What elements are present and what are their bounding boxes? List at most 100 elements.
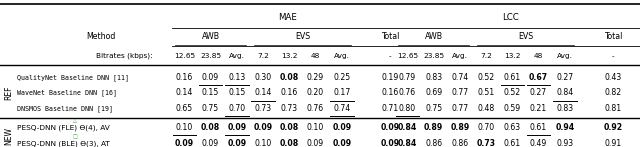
Text: 0.16: 0.16 xyxy=(381,88,399,97)
Text: 0.91: 0.91 xyxy=(605,139,622,147)
Text: 0.61: 0.61 xyxy=(530,123,547,132)
Text: 0.20: 0.20 xyxy=(307,88,324,97)
Text: 0.14: 0.14 xyxy=(254,88,272,97)
Text: 0.08: 0.08 xyxy=(280,123,299,132)
Text: 0.74: 0.74 xyxy=(451,73,468,82)
Text: 0.27: 0.27 xyxy=(530,88,547,97)
Text: 0.82: 0.82 xyxy=(605,88,622,97)
Text: 0.65: 0.65 xyxy=(176,104,193,113)
Text: NEW: NEW xyxy=(4,127,13,145)
Text: 0.84: 0.84 xyxy=(397,123,417,132)
Text: 0.94: 0.94 xyxy=(555,123,575,132)
Text: 0.63: 0.63 xyxy=(504,123,521,132)
Text: 0.16: 0.16 xyxy=(281,88,298,97)
Text: QualityNet Baseline DNN [11]: QualityNet Baseline DNN [11] xyxy=(17,74,129,81)
Text: 0.76: 0.76 xyxy=(307,104,324,113)
Text: 13.2: 13.2 xyxy=(504,53,520,59)
Text: 0.19: 0.19 xyxy=(381,73,399,82)
Text: 0.84: 0.84 xyxy=(556,88,573,97)
Text: 0.93: 0.93 xyxy=(556,139,573,147)
Text: 0.09: 0.09 xyxy=(381,123,400,132)
Text: 0.21: 0.21 xyxy=(530,104,547,113)
Text: Bitrates (kbps):: Bitrates (kbps): xyxy=(96,52,152,59)
Text: 12.65: 12.65 xyxy=(397,53,418,59)
Text: Avg.: Avg. xyxy=(452,53,468,59)
Text: 0.86: 0.86 xyxy=(425,139,442,147)
Text: 0.73: 0.73 xyxy=(477,139,495,147)
Text: 0.61: 0.61 xyxy=(504,73,521,82)
Text: 0.52: 0.52 xyxy=(477,73,495,82)
Text: □: □ xyxy=(73,134,77,139)
Text: 0.70: 0.70 xyxy=(477,123,495,132)
Text: 0.77: 0.77 xyxy=(451,104,468,113)
Text: 0.70: 0.70 xyxy=(228,104,245,113)
Text: △: △ xyxy=(73,119,77,124)
Text: 7.2: 7.2 xyxy=(257,53,269,59)
Text: REF: REF xyxy=(4,86,13,100)
Text: MAE: MAE xyxy=(278,13,297,22)
Text: 0.13: 0.13 xyxy=(228,73,245,82)
Text: 0.49: 0.49 xyxy=(530,139,547,147)
Text: 0.80: 0.80 xyxy=(399,104,416,113)
Text: 0.74: 0.74 xyxy=(333,104,350,113)
Text: 0.30: 0.30 xyxy=(255,73,271,82)
Text: AWB: AWB xyxy=(424,32,443,41)
Text: 0.14: 0.14 xyxy=(175,88,193,97)
Text: 0.61: 0.61 xyxy=(504,139,521,147)
Text: WaveNet Baseline DNN [16]: WaveNet Baseline DNN [16] xyxy=(17,90,116,96)
Text: 0.86: 0.86 xyxy=(451,139,468,147)
Text: DNSMOS Baseline DNN [19]: DNSMOS Baseline DNN [19] xyxy=(17,105,113,112)
Text: 0.08: 0.08 xyxy=(280,73,299,82)
Text: 0.81: 0.81 xyxy=(605,104,622,113)
Text: Avg.: Avg. xyxy=(557,53,573,59)
Text: 0.48: 0.48 xyxy=(477,104,495,113)
Text: EVS: EVS xyxy=(518,32,533,41)
Text: 0.08: 0.08 xyxy=(201,123,220,132)
Text: PESQ-DNN (BLE) ϴ(3), AT: PESQ-DNN (BLE) ϴ(3), AT xyxy=(17,140,109,147)
Text: 0.09: 0.09 xyxy=(332,123,351,132)
Text: Method: Method xyxy=(86,32,115,41)
Text: 0.10: 0.10 xyxy=(307,123,324,132)
Text: LCC: LCC xyxy=(502,13,519,22)
Text: 0.59: 0.59 xyxy=(504,104,521,113)
Text: 7.2: 7.2 xyxy=(480,53,492,59)
Text: 0.76: 0.76 xyxy=(399,88,416,97)
Text: 0.10: 0.10 xyxy=(255,139,271,147)
Text: EVS: EVS xyxy=(295,32,310,41)
Text: -: - xyxy=(389,53,392,59)
Text: 0.27: 0.27 xyxy=(556,73,573,82)
Text: 12.65: 12.65 xyxy=(173,53,195,59)
Text: 23.85: 23.85 xyxy=(423,53,444,59)
Text: 0.51: 0.51 xyxy=(477,88,495,97)
Text: 0.15: 0.15 xyxy=(228,88,245,97)
Text: AWB: AWB xyxy=(202,32,220,41)
Text: 0.09: 0.09 xyxy=(202,139,219,147)
Text: 13.2: 13.2 xyxy=(281,53,298,59)
Text: Avg.: Avg. xyxy=(334,53,349,59)
Text: 0.75: 0.75 xyxy=(425,104,442,113)
Text: 0.17: 0.17 xyxy=(333,88,350,97)
Text: 0.89: 0.89 xyxy=(450,123,470,132)
Text: 0.89: 0.89 xyxy=(424,123,444,132)
Text: 0.10: 0.10 xyxy=(176,123,193,132)
Text: 0.09: 0.09 xyxy=(175,139,194,147)
Text: 0.16: 0.16 xyxy=(176,73,193,82)
Text: 23.85: 23.85 xyxy=(200,53,221,59)
Text: 0.69: 0.69 xyxy=(425,88,442,97)
Text: 0.09: 0.09 xyxy=(227,139,246,147)
Text: 0.09: 0.09 xyxy=(253,123,273,132)
Text: 0.75: 0.75 xyxy=(202,104,219,113)
Text: 0.08: 0.08 xyxy=(280,139,299,147)
Text: 0.09: 0.09 xyxy=(332,139,351,147)
Text: 0.09: 0.09 xyxy=(381,139,400,147)
Text: 0.15: 0.15 xyxy=(202,88,219,97)
Text: 48: 48 xyxy=(534,53,543,59)
Text: 0.73: 0.73 xyxy=(255,104,271,113)
Text: 0.83: 0.83 xyxy=(425,73,442,82)
Text: 0.09: 0.09 xyxy=(227,123,246,132)
Text: 0.83: 0.83 xyxy=(556,104,573,113)
Text: Total: Total xyxy=(604,32,623,41)
Text: 0.79: 0.79 xyxy=(399,73,416,82)
Text: 0.25: 0.25 xyxy=(333,73,350,82)
Text: 0.09: 0.09 xyxy=(307,139,324,147)
